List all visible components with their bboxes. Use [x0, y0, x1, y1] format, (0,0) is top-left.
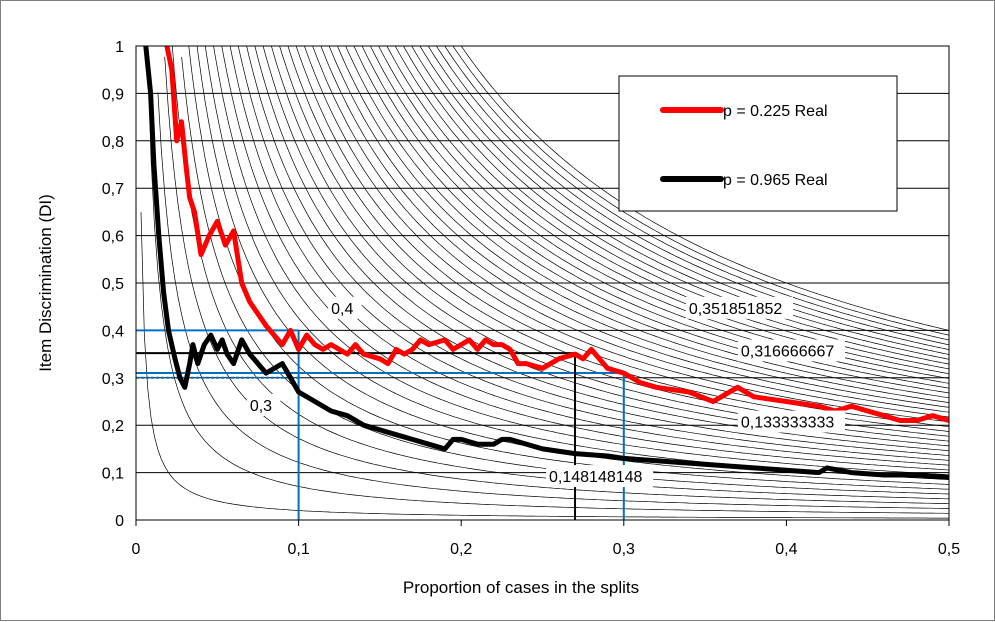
annotation-bg: [246, 393, 281, 416]
series-lines: [143, 46, 949, 480]
annotation-label: 0,351851852: [689, 301, 783, 318]
isoline: [188, 46, 949, 490]
annotation-label: 0,133333333: [741, 415, 835, 432]
isoline: [394, 46, 949, 370]
isoline: [337, 46, 949, 403]
isoline: [221, 46, 949, 471]
isoline: [370, 46, 949, 384]
y-tick-label: 0,2: [102, 418, 124, 435]
isoline: [436, 46, 949, 346]
series-line-2: [143, 46, 949, 480]
isoline: [164, 56, 949, 505]
annotation-bg: [737, 339, 846, 362]
y-tick-label: 0,9: [102, 86, 124, 103]
isoline: [386, 46, 949, 375]
annotation-bg: [685, 296, 794, 319]
annotation-bg: [546, 465, 654, 488]
annotation-label: 0,316666667: [741, 343, 835, 360]
legend: p = 0.225 Real p = 0.965 Real: [618, 75, 898, 212]
isoline: [411, 46, 949, 360]
y-tick-label: 0,4: [102, 323, 124, 340]
isoline: [246, 46, 949, 456]
y-tick-label: 0: [115, 513, 124, 530]
isoline: [419, 46, 949, 355]
y-tick-label: 0,1: [102, 466, 124, 483]
isoline: [378, 46, 949, 379]
x-tick-label: 0,1: [287, 541, 309, 558]
isoline: [444, 46, 949, 341]
y-tick-label: 0,3: [102, 371, 124, 388]
y-tick-label: 0,8: [102, 134, 124, 151]
isoline: [204, 46, 949, 480]
isoline: [262, 46, 949, 447]
annotations: 0,4 0,3 0,351851852 0,316666667 0,133333333 0…: [246, 296, 846, 488]
series-line-1: [164, 46, 949, 423]
x-tick-label: 0,2: [450, 541, 472, 558]
x-tick-label: 0,5: [938, 541, 960, 558]
isoline: [304, 46, 949, 423]
isoline: [320, 46, 949, 413]
isoline: [328, 46, 949, 408]
isoline: [147, 56, 949, 514]
y-tick-label: 1: [115, 39, 124, 56]
isoline: [140, 212, 949, 519]
isoline: [254, 46, 949, 452]
y-axis-title: Item Discrimination (DI): [36, 194, 55, 372]
y-tick-label: 0,6: [102, 229, 124, 246]
isoline: [427, 46, 949, 351]
legend-label-2: p = 0.965 Real: [723, 172, 828, 189]
annotation-label: 0,3: [250, 398, 272, 415]
x-tick-label: 0,3: [613, 541, 635, 558]
y-tick-label: 0,7: [102, 181, 124, 198]
isoline: [402, 46, 949, 365]
annotation-label: 0,148148148: [549, 469, 643, 486]
x-tick-label: 0: [132, 541, 141, 558]
reference-lines: [136, 329, 625, 520]
plot-border: [135, 45, 950, 521]
isoline: [460, 46, 949, 331]
x-axis-title: Proportion of cases in the splits: [403, 578, 639, 597]
isoline: [157, 92, 949, 509]
isoline: [345, 46, 949, 399]
x-tick-label: 0,4: [775, 541, 797, 558]
isoline: [452, 46, 949, 336]
annotation-bg: [328, 296, 362, 319]
y-tick-label: 0,5: [102, 276, 124, 293]
isoline: [312, 46, 949, 418]
legend-box: [618, 75, 898, 212]
annotation-bg: [737, 410, 846, 433]
axes: 00,10,20,30,40,50,60,70,80,910 0,1 0,2 0,3 0…: [102, 39, 960, 558]
legend-label-1: p = 0.225 Real: [723, 103, 828, 120]
annotation-label: 0,4: [331, 301, 353, 318]
background-curves: [140, 46, 949, 519]
isoline: [353, 46, 949, 394]
isoline: [361, 46, 949, 389]
